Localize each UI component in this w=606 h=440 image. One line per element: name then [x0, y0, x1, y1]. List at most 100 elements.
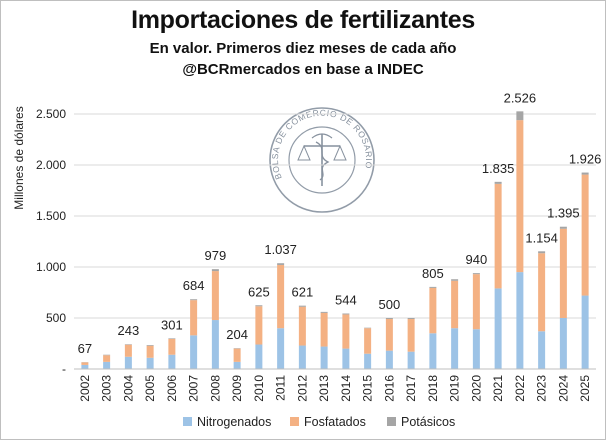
x-tick-label-2013: 2013 [317, 375, 331, 402]
legend-swatch-fosfatados [290, 417, 299, 426]
bar-nitrogenados-2016 [385, 350, 393, 369]
data-label-2010: 625 [248, 284, 270, 299]
data-label-2016: 500 [379, 297, 401, 312]
bar-fosfatados-2011 [277, 264, 285, 329]
bar-nitrogenados-2024 [559, 318, 567, 369]
bar-fosfatados-2017 [407, 319, 415, 352]
x-tick-label-2012: 2012 [295, 375, 309, 402]
bar-potásicos-2024 [559, 226, 567, 229]
data-label-2006: 301 [161, 317, 183, 332]
y-tick-label: - [62, 362, 66, 376]
bar-nitrogenados-2005 [146, 357, 154, 369]
x-tick-label-2025: 2025 [578, 375, 592, 402]
bar-fosfatados-2018 [429, 287, 437, 334]
bar-potásicos-2012 [298, 305, 306, 307]
bar-fosfatados-2021 [494, 183, 502, 289]
bar-nitrogenados-2023 [538, 331, 546, 369]
x-tick-label-2014: 2014 [339, 375, 353, 402]
data-label-2025: 1.926 [569, 152, 602, 167]
bar-fosfatados-2019 [451, 280, 459, 329]
bar-potásicos-2007 [190, 299, 198, 301]
x-tick-label-2005: 2005 [143, 375, 157, 402]
bar-fosfatados-2023 [538, 253, 546, 332]
bar-nitrogenados-2019 [451, 328, 459, 369]
bar-nitrogenados-2022 [516, 272, 524, 369]
bar-fosfatados-2020 [472, 274, 480, 330]
bar-nitrogenados-2020 [472, 329, 480, 369]
legend-label-nitrogenados: Nitrogenados [197, 415, 271, 429]
data-label-2022: 2.526 [504, 90, 537, 105]
bar-nitrogenados-2014 [342, 348, 350, 369]
bar-fosfatados-2002 [81, 362, 89, 365]
x-tick-label-2021: 2021 [491, 375, 505, 402]
x-tick-label-2009: 2009 [230, 375, 244, 402]
bar-potásicos-2013 [320, 311, 328, 313]
bar-fosfatados-2013 [320, 312, 328, 347]
y-tick-label: 1.000 [36, 260, 66, 274]
bar-potásicos-2003 [103, 354, 111, 356]
chart-title: Importaciones de fertilizantes [131, 6, 475, 34]
x-tick-label-2018: 2018 [426, 375, 440, 402]
data-label-2011: 1.037 [264, 242, 297, 257]
bar-nitrogenados-2002 [81, 364, 89, 369]
y-axis-label: Millones de dólares [12, 106, 26, 209]
bar-fosfatados-2010 [255, 306, 263, 345]
data-label-2002: 67 [78, 341, 92, 356]
bar-fosfatados-2003 [103, 355, 111, 362]
bar-potásicos-2021 [494, 181, 502, 184]
bar-nitrogenados-2013 [320, 346, 328, 369]
data-label-2007: 684 [183, 278, 205, 293]
data-label-2018: 805 [422, 266, 444, 281]
bar-nitrogenados-2018 [429, 333, 437, 369]
data-label-2004: 243 [118, 323, 140, 338]
data-label-2020: 940 [466, 252, 488, 267]
bar-potásicos-2004 [124, 344, 132, 345]
x-tick-label-2019: 2019 [448, 375, 462, 402]
x-tick-label-2011: 2011 [274, 375, 288, 401]
bar-potásicos-2017 [407, 318, 415, 320]
data-label-2024: 1.395 [547, 206, 580, 221]
x-tick-label-2020: 2020 [469, 375, 483, 402]
data-label-2021: 1.835 [482, 161, 515, 176]
y-tick-label: 1.500 [36, 209, 66, 223]
bar-potásicos-2025 [581, 172, 589, 175]
bar-nitrogenados-2010 [255, 344, 263, 369]
bar-nitrogenados-2004 [124, 356, 132, 369]
bar-nitrogenados-2009 [233, 361, 241, 369]
bar-fosfatados-2005 [146, 345, 154, 358]
bar-fosfatados-2006 [168, 338, 176, 355]
x-tick-label-2016: 2016 [382, 375, 396, 402]
x-tick-label-2023: 2023 [535, 375, 549, 402]
data-label-2009: 204 [226, 327, 248, 342]
bar-potásicos-2011 [277, 263, 285, 265]
bar-fosfatados-2024 [559, 228, 567, 318]
data-label-2023: 1.154 [525, 230, 558, 245]
bar-fosfatados-2022 [516, 120, 524, 273]
bar-fosfatados-2004 [124, 344, 132, 357]
bar-potásicos-2006 [168, 338, 176, 339]
bar-nitrogenados-2012 [298, 345, 306, 369]
bar-fosfatados-2025 [581, 174, 589, 296]
bar-potásicos-2023 [538, 251, 546, 254]
bar-potásicos-2022 [516, 111, 524, 121]
bcr-logo-watermark: BOLSA DE COMERCIO DE ROSARIO [269, 107, 375, 213]
bar-potásicos-2008 [211, 269, 219, 272]
legend-label-fosfatados: Fosfatados [304, 415, 366, 429]
bar-nitrogenados-2008 [211, 320, 219, 369]
bar-nitrogenados-2003 [103, 361, 111, 369]
bar-potásicos-2014 [342, 313, 350, 315]
x-tick-label-2002: 2002 [78, 375, 92, 402]
x-tick-label-2024: 2024 [556, 375, 570, 402]
bar-potásicos-2015 [364, 327, 372, 329]
bar-nitrogenados-2017 [407, 351, 415, 369]
bar-fosfatados-2009 [233, 348, 241, 362]
legend-swatch-nitrogenados [183, 417, 192, 426]
x-tick-label-2006: 2006 [165, 375, 179, 402]
y-tick-label: 500 [46, 311, 66, 325]
bar-nitrogenados-2011 [277, 328, 285, 369]
bar-nitrogenados-2006 [168, 354, 176, 369]
bar-fosfatados-2012 [298, 306, 306, 346]
legend-label-potásicos: Potásicos [401, 415, 455, 429]
bar-fosfatados-2016 [385, 319, 393, 351]
